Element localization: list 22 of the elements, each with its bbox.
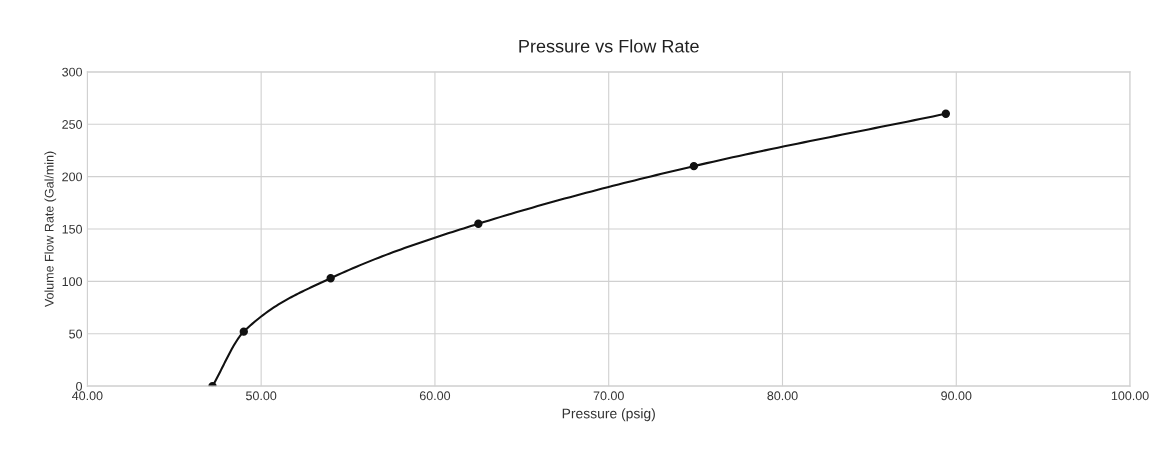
y-tick-label: 0 [76,381,83,391]
y-tick-label: 50 [69,329,83,339]
y-tick-label: 200 [62,172,83,182]
x-tick-label: 100.00 [1111,391,1149,401]
x-tick-label: 80.00 [767,391,798,401]
x-tick-label: 50.00 [246,391,277,401]
y-tick-label: 300 [62,67,83,77]
point [474,219,483,228]
y-axis-title: Volume Flow Rate (Gal/min) [44,151,57,308]
x-tick-label: 90.00 [941,391,972,401]
point [239,327,248,336]
x-tick-label: 60.00 [419,391,451,401]
x-axis-title: Pressure (psig) [562,408,655,422]
point [326,274,335,283]
chart-title: Pressure vs Flow Rate [519,39,699,53]
point [941,109,951,118]
y-tick-label: 250 [62,120,83,129]
point [689,161,699,171]
y-tick-label: 150 [62,224,83,234]
x-tick-label: 70.00 [593,391,624,401]
y-tick-label: 100 [62,277,83,287]
x-tick-label: 40.00 [72,391,103,401]
